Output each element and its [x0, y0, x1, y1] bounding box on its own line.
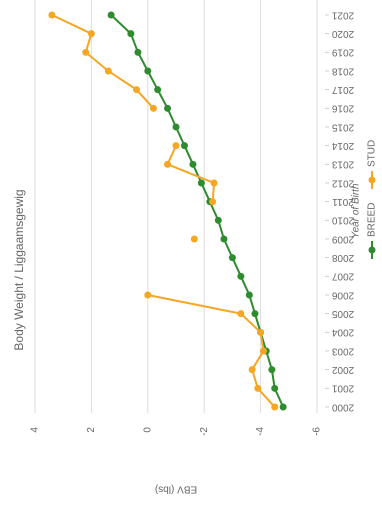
chart-title: Body Weight / Liggaamsgewig	[12, 189, 26, 350]
point	[271, 403, 279, 411]
point	[154, 86, 162, 94]
point	[228, 254, 236, 262]
point	[245, 291, 253, 299]
x-tick-label: 2015	[331, 121, 354, 132]
x-tick-label: 2001	[331, 383, 354, 394]
x-tick-label: 2006	[331, 289, 354, 300]
legend-marker	[368, 176, 376, 184]
point	[104, 67, 112, 75]
x-tick-label: 2007	[331, 271, 354, 282]
rotated-plot: Body Weight / Liggaamsgewig EBV (lbs) Ye…	[12, 0, 378, 494]
point	[271, 384, 279, 392]
point	[82, 48, 90, 56]
x-tick-label: 2004	[331, 327, 354, 338]
y-tick-label: 4	[30, 427, 41, 433]
y-tick-label: -6	[312, 427, 323, 436]
x-tick-label: 2011	[332, 196, 354, 207]
point	[172, 123, 180, 131]
point	[214, 216, 222, 224]
x-tick-label: 2017	[331, 84, 354, 95]
x-tick-label: 2020	[331, 28, 354, 39]
point	[190, 235, 198, 243]
point	[197, 179, 205, 187]
point	[257, 328, 265, 336]
x-tick-label: 2012	[331, 177, 354, 188]
x-tick-label: 2009	[331, 233, 354, 244]
point	[144, 291, 152, 299]
legend-marker	[368, 246, 376, 254]
x-tick-label: 2005	[331, 308, 354, 319]
y-tick-label: 0	[142, 427, 153, 433]
point	[237, 310, 245, 318]
point	[189, 160, 197, 168]
point	[210, 179, 218, 187]
x-tick-label: 2018	[331, 65, 354, 76]
x-axis-label: Year of Birth	[351, 183, 362, 238]
y-axis-label: EBV (lbs)	[155, 483, 197, 494]
point	[107, 11, 115, 19]
x-tick-label: 2013	[331, 159, 354, 170]
series-line	[51, 14, 276, 408]
point	[87, 30, 95, 38]
x-tick-label: 2021	[331, 9, 354, 20]
point	[149, 104, 157, 112]
y-tick-label: -2	[199, 427, 210, 436]
x-tick-label: 2008	[331, 252, 354, 263]
x-tick-label: 2019	[331, 47, 354, 58]
point	[279, 403, 287, 411]
point	[164, 104, 172, 112]
point	[180, 142, 188, 150]
point	[209, 198, 217, 206]
x-tick-label: 2016	[331, 103, 354, 114]
point	[259, 347, 267, 355]
point	[268, 366, 276, 374]
x-tick-label: 2000	[331, 401, 354, 412]
point	[127, 30, 135, 38]
point	[164, 160, 172, 168]
point	[144, 67, 152, 75]
point	[251, 310, 259, 318]
point	[248, 366, 256, 374]
x-tick-label: 2003	[331, 345, 354, 356]
x-tick-label: 2002	[331, 364, 354, 375]
point	[133, 86, 141, 94]
series-line	[110, 14, 285, 408]
legend-label: STUD	[367, 140, 378, 167]
x-tick-label: 2014	[331, 140, 354, 151]
y-tick-label: 2	[86, 427, 97, 433]
point	[48, 11, 56, 19]
point	[172, 142, 180, 150]
point	[254, 384, 262, 392]
point	[220, 235, 228, 243]
point	[134, 48, 142, 56]
legend-label: BREED	[367, 203, 378, 237]
y-tick-label: -4	[255, 427, 266, 436]
x-tick-label: 2010	[331, 215, 354, 226]
point	[237, 272, 245, 280]
